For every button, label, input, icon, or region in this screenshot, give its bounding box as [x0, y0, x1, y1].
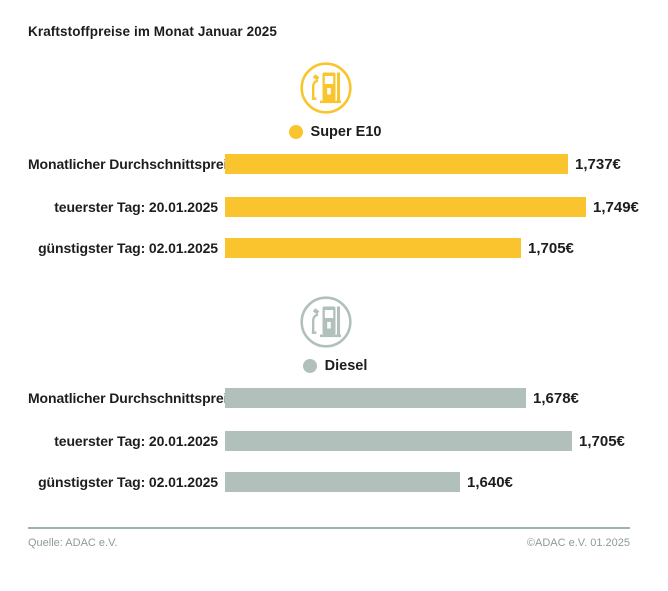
bar	[225, 238, 521, 258]
chart-section-diesel: Diesel Monatlicher Durchschnittspreis 1,…	[28, 296, 640, 492]
bar-category-label: Monatlicher Durchschnittspreis	[28, 156, 236, 172]
bar-row: günstigster Tag: 02.01.2025 1,705€	[28, 238, 574, 258]
source-note: Quelle: ADAC e.V.	[28, 537, 118, 549]
bar-row: günstigster Tag: 02.01.2025 1,640€	[28, 472, 513, 492]
fuel-pump-icon	[300, 296, 352, 348]
bar-category-label: teuerster Tag: 20.01.2025	[54, 433, 218, 449]
bar-category-label: teuerster Tag: 20.01.2025	[54, 199, 218, 215]
bar	[225, 472, 460, 492]
bar-row: teuerster Tag: 20.01.2025 1,749€	[28, 197, 639, 217]
footer-divider	[28, 527, 630, 529]
legend-dot	[288, 125, 303, 139]
bar	[225, 388, 526, 408]
bar-value-label: 1,705€	[579, 432, 625, 450]
legend-diesel: Diesel	[135, 356, 535, 376]
bar	[225, 197, 586, 217]
legend-dot	[302, 359, 317, 373]
bar-value-label: 1,678€	[533, 389, 579, 407]
bar-value-label: 1,749€	[593, 198, 639, 216]
bar	[225, 431, 572, 451]
bar-value-label: 1,705€	[528, 239, 574, 257]
bar-category-label: günstigster Tag: 02.01.2025	[38, 474, 218, 490]
legend-super-e10: Super E10	[135, 122, 535, 142]
copyright-note: ©ADAC e.V. 01.2025	[526, 537, 630, 549]
fuel-pump-icon	[300, 62, 352, 114]
bar-row: Monatlicher Durchschnittspreis 1,737€	[28, 154, 621, 174]
bar	[225, 154, 568, 174]
bar-value-label: 1,737€	[575, 155, 621, 173]
chart-section-super-e10: Super E10 Monatlicher Durchschnittspreis…	[28, 62, 640, 258]
bar-category-label: Monatlicher Durchschnittspreis	[28, 390, 236, 406]
bar-row: Monatlicher Durchschnittspreis 1,678€	[28, 388, 579, 408]
bar-row: teuerster Tag: 20.01.2025 1,705€	[28, 431, 625, 451]
legend-label: Super E10	[310, 124, 382, 140]
bar-category-label: günstigster Tag: 02.01.2025	[38, 240, 218, 256]
bar-value-label: 1,640€	[467, 473, 513, 491]
legend-label: Diesel	[324, 358, 368, 374]
page-title: Kraftstoffpreise im Monat Januar 2025	[28, 24, 278, 39]
